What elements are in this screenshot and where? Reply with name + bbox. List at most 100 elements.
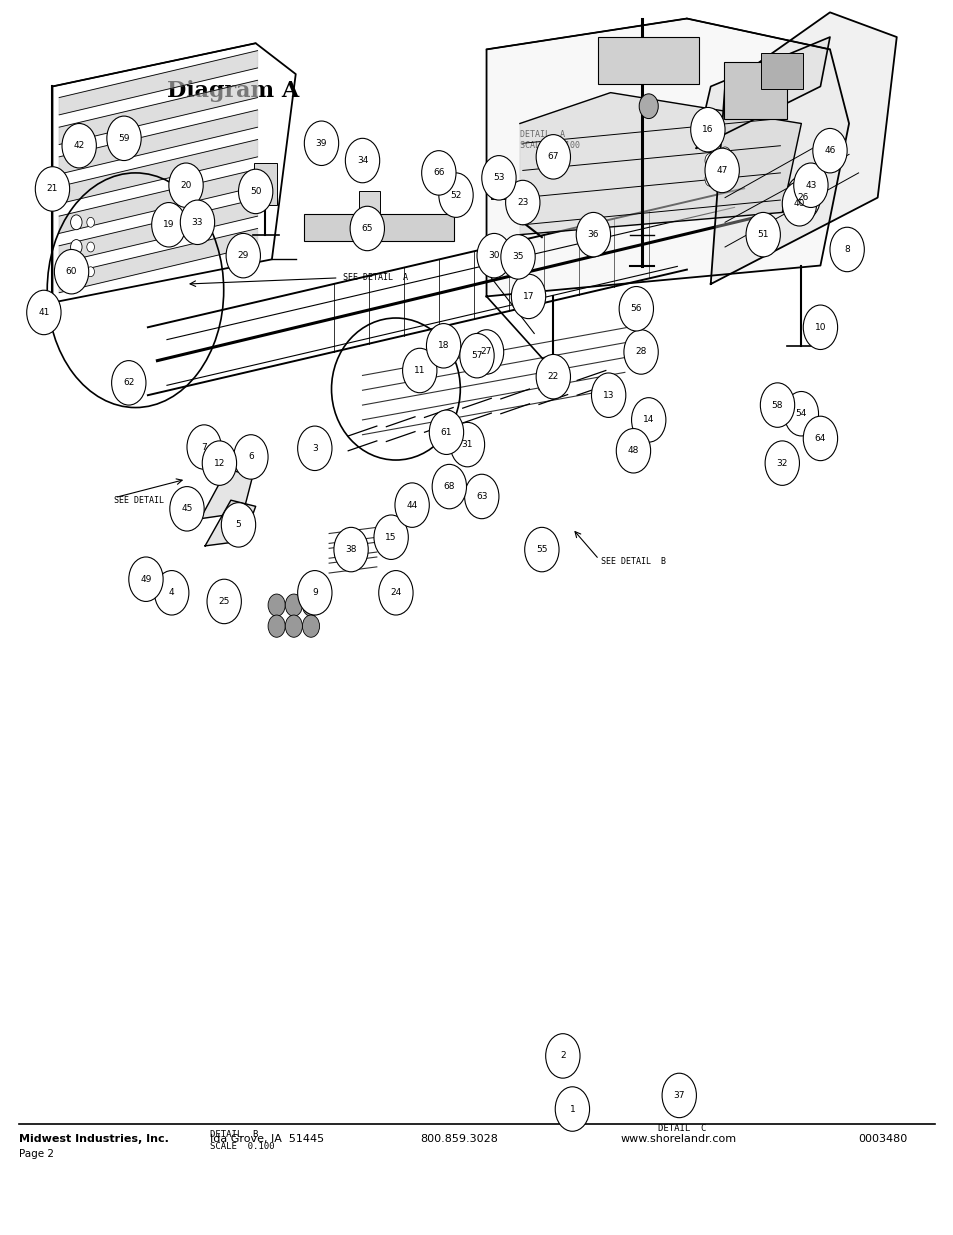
Circle shape <box>152 203 186 247</box>
Polygon shape <box>519 93 801 235</box>
Circle shape <box>233 435 268 479</box>
Text: 53: 53 <box>493 173 504 183</box>
Text: 21: 21 <box>47 184 58 194</box>
Text: 45: 45 <box>181 504 193 514</box>
Circle shape <box>555 1087 589 1131</box>
Circle shape <box>576 212 610 257</box>
Circle shape <box>221 503 255 547</box>
Text: 46: 46 <box>823 146 835 156</box>
Circle shape <box>180 200 214 245</box>
Text: 54: 54 <box>795 409 806 419</box>
Circle shape <box>238 169 273 214</box>
Circle shape <box>661 1073 696 1118</box>
Circle shape <box>154 571 189 615</box>
Text: 56: 56 <box>630 304 641 314</box>
Text: 31: 31 <box>461 440 473 450</box>
Text: 1: 1 <box>569 1104 575 1114</box>
Text: 20: 20 <box>180 180 192 190</box>
Text: 23: 23 <box>517 198 528 207</box>
Circle shape <box>481 156 516 200</box>
Circle shape <box>618 287 653 331</box>
Circle shape <box>464 474 498 519</box>
Text: 4: 4 <box>169 588 174 598</box>
Circle shape <box>505 180 539 225</box>
Circle shape <box>438 173 473 217</box>
Circle shape <box>169 163 203 207</box>
Circle shape <box>297 426 332 471</box>
Circle shape <box>345 138 379 183</box>
Text: 0003480: 0003480 <box>858 1134 907 1144</box>
Text: 6: 6 <box>248 452 253 462</box>
Text: Midwest Industries, Inc.: Midwest Industries, Inc. <box>19 1134 169 1144</box>
Circle shape <box>129 557 163 601</box>
Circle shape <box>202 441 236 485</box>
Circle shape <box>112 361 146 405</box>
Circle shape <box>71 240 82 254</box>
Text: 42: 42 <box>73 141 85 151</box>
Text: 67: 67 <box>547 152 558 162</box>
Text: 13: 13 <box>602 390 614 400</box>
Circle shape <box>302 615 319 637</box>
Circle shape <box>297 571 332 615</box>
Text: 39: 39 <box>315 138 327 148</box>
Circle shape <box>226 233 260 278</box>
Circle shape <box>107 116 141 161</box>
Text: 11: 11 <box>414 366 425 375</box>
Polygon shape <box>59 110 257 174</box>
Text: SEE DETAIL  A: SEE DETAIL A <box>343 273 408 283</box>
Text: 62: 62 <box>123 378 134 388</box>
Text: 16: 16 <box>701 125 713 135</box>
Circle shape <box>302 594 319 616</box>
Circle shape <box>421 151 456 195</box>
Circle shape <box>812 128 846 173</box>
Text: 30: 30 <box>488 251 499 261</box>
Circle shape <box>524 527 558 572</box>
FancyBboxPatch shape <box>253 163 276 205</box>
Text: 66: 66 <box>433 168 444 178</box>
Text: 22: 22 <box>547 372 558 382</box>
Text: SEE DETAIL  B: SEE DETAIL B <box>600 557 665 567</box>
Circle shape <box>545 1034 579 1078</box>
Circle shape <box>829 227 863 272</box>
Circle shape <box>616 429 650 473</box>
Text: Diagram A: Diagram A <box>167 80 299 103</box>
Text: 10: 10 <box>814 322 825 332</box>
Circle shape <box>71 264 82 279</box>
Text: 27: 27 <box>480 347 492 357</box>
Circle shape <box>268 615 285 637</box>
Text: 55: 55 <box>536 545 547 555</box>
Circle shape <box>268 594 285 616</box>
Text: 59: 59 <box>118 133 130 143</box>
Text: 3: 3 <box>312 443 317 453</box>
Circle shape <box>591 373 625 417</box>
Polygon shape <box>205 500 255 546</box>
Circle shape <box>459 333 494 378</box>
Circle shape <box>793 163 827 207</box>
Text: 49: 49 <box>140 574 152 584</box>
Circle shape <box>402 348 436 393</box>
Circle shape <box>704 153 716 168</box>
Circle shape <box>285 594 302 616</box>
Text: 28: 28 <box>635 347 646 357</box>
Polygon shape <box>486 19 848 296</box>
Circle shape <box>511 274 545 319</box>
Circle shape <box>704 172 716 186</box>
Text: 37: 37 <box>673 1091 684 1100</box>
Text: 800.859.3028: 800.859.3028 <box>419 1134 497 1144</box>
Text: 8: 8 <box>843 245 849 254</box>
Circle shape <box>802 305 837 350</box>
FancyBboxPatch shape <box>760 53 802 89</box>
Polygon shape <box>59 199 257 263</box>
Circle shape <box>62 124 96 168</box>
Text: 52: 52 <box>450 190 461 200</box>
Text: 58: 58 <box>771 400 782 410</box>
Text: 60: 60 <box>66 267 77 277</box>
Circle shape <box>426 324 460 368</box>
Polygon shape <box>59 169 257 233</box>
Text: 26: 26 <box>797 193 808 203</box>
Text: 7: 7 <box>201 442 207 452</box>
Circle shape <box>429 410 463 454</box>
Circle shape <box>760 383 794 427</box>
Circle shape <box>469 330 503 374</box>
Circle shape <box>87 217 94 227</box>
